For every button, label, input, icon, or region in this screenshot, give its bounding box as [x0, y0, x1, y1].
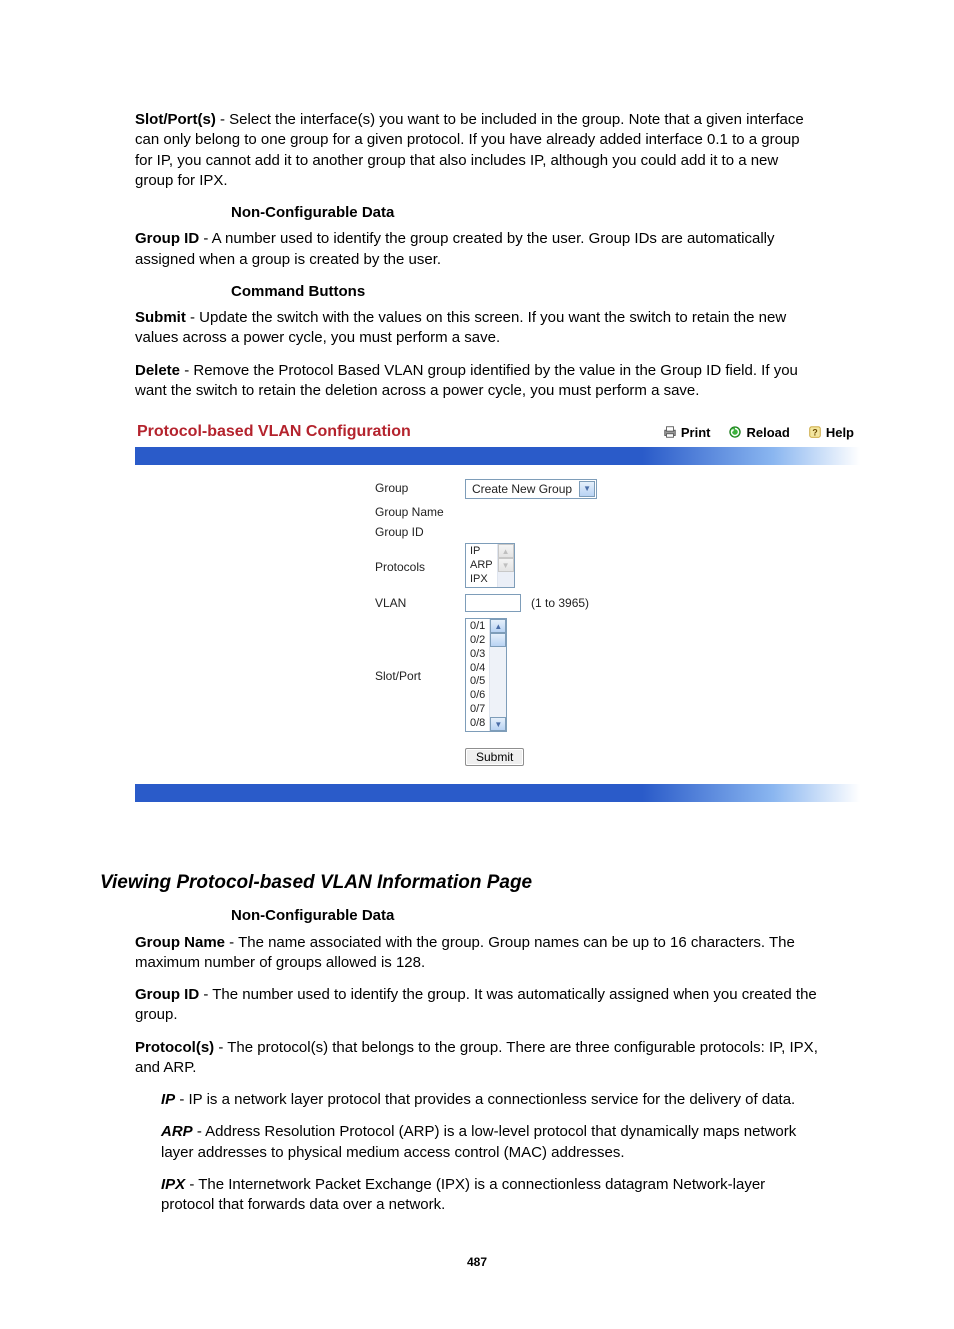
- group-name-para: Group Name - The name associated with th…: [135, 933, 819, 974]
- page-number: 487: [100, 1255, 854, 1269]
- config-header: Protocol-based VLAN Configuration Print …: [135, 419, 860, 447]
- group-id-para: Group ID - A number used to identify the…: [135, 229, 819, 270]
- slot-port-option[interactable]: 0/5: [470, 675, 485, 689]
- slot-port-option[interactable]: 0/6: [470, 689, 485, 703]
- slot-port-option[interactable]: 0/2: [470, 634, 485, 648]
- group-select[interactable]: Create New Group ▼: [465, 479, 597, 499]
- submit-para: Submit - Update the switch with the valu…: [135, 308, 819, 349]
- chevron-down-icon[interactable]: ▼: [579, 481, 595, 497]
- scroll-thumb[interactable]: [490, 633, 506, 647]
- print-icon: [663, 425, 677, 439]
- delete-para: Delete - Remove the Protocol Based VLAN …: [135, 361, 819, 402]
- scroll-up-icon[interactable]: ▲: [490, 619, 506, 633]
- slot-port-listbox[interactable]: 0/10/20/30/40/50/60/70/8 ▲ ▼: [465, 618, 507, 732]
- cmd-buttons-heading: Command Buttons: [231, 282, 819, 302]
- protocol-option[interactable]: IP: [470, 545, 493, 559]
- label-group-name: Group Name: [375, 503, 465, 519]
- ipx-para: IPX - The Internetwork Packet Exchange (…: [161, 1175, 819, 1216]
- protocol-option[interactable]: ARP: [470, 559, 493, 573]
- label-group-id: Group ID: [375, 523, 465, 539]
- vlan-input[interactable]: [465, 594, 521, 612]
- submit-button[interactable]: Submit: [465, 748, 524, 766]
- scroll-down-icon[interactable]: ▼: [490, 717, 506, 731]
- section-title: Viewing Protocol-based VLAN Information …: [100, 872, 854, 894]
- slot-port-option[interactable]: 0/7: [470, 703, 485, 717]
- header-gradient-bar: [135, 447, 860, 465]
- arp-para: ARP - Address Resolution Protocol (ARP) …: [161, 1122, 819, 1163]
- section2-body: Non-Configurable Data Group Name - The n…: [135, 906, 819, 1215]
- protocol-option[interactable]: IPX: [470, 573, 493, 587]
- help-icon: ?: [808, 425, 822, 439]
- slot-ports-para: Slot/Port(s) - Select the interface(s) y…: [135, 110, 819, 191]
- config-panel: Protocol-based VLAN Configuration Print …: [135, 419, 860, 802]
- help-button[interactable]: ? Help: [808, 425, 854, 440]
- slot-port-option[interactable]: 0/8: [470, 717, 485, 731]
- doc-body: Slot/Port(s) - Select the interface(s) y…: [135, 110, 819, 401]
- config-title: Protocol-based VLAN Configuration: [137, 423, 663, 441]
- label-protocols: Protocols: [375, 558, 465, 574]
- label-vlan: VLAN: [375, 594, 465, 610]
- vlan-range: (1 to 3965): [527, 596, 589, 610]
- label-group: Group: [375, 479, 465, 495]
- protocols-listbox[interactable]: IPARPIPX ▲ ▼: [465, 543, 515, 588]
- print-button[interactable]: Print: [663, 425, 711, 440]
- nonconfig-heading: Non-Configurable Data: [231, 203, 819, 223]
- slot-port-option[interactable]: 0/1: [470, 620, 485, 634]
- slot-port-option[interactable]: 0/4: [470, 662, 485, 676]
- nonconfig-heading2: Non-Configurable Data: [231, 906, 819, 926]
- label-slot-port: Slot/Port: [375, 667, 465, 683]
- footer-gradient-bar: [135, 784, 860, 802]
- scroll-up-icon[interactable]: ▲: [498, 544, 514, 558]
- scroll-down-icon[interactable]: ▼: [498, 558, 514, 572]
- reload-icon: [728, 425, 742, 439]
- protocols-para: Protocol(s) - The protocol(s) that belon…: [135, 1038, 819, 1079]
- group-id2-para: Group ID - The number used to identify t…: [135, 985, 819, 1026]
- reload-button[interactable]: Reload: [728, 425, 789, 440]
- slot-port-option[interactable]: 0/3: [470, 648, 485, 662]
- config-form: Group Create New Group ▼ Group Name Grou…: [135, 465, 860, 784]
- ip-para: IP - IP is a network layer protocol that…: [161, 1090, 819, 1110]
- svg-text:?: ?: [812, 428, 817, 438]
